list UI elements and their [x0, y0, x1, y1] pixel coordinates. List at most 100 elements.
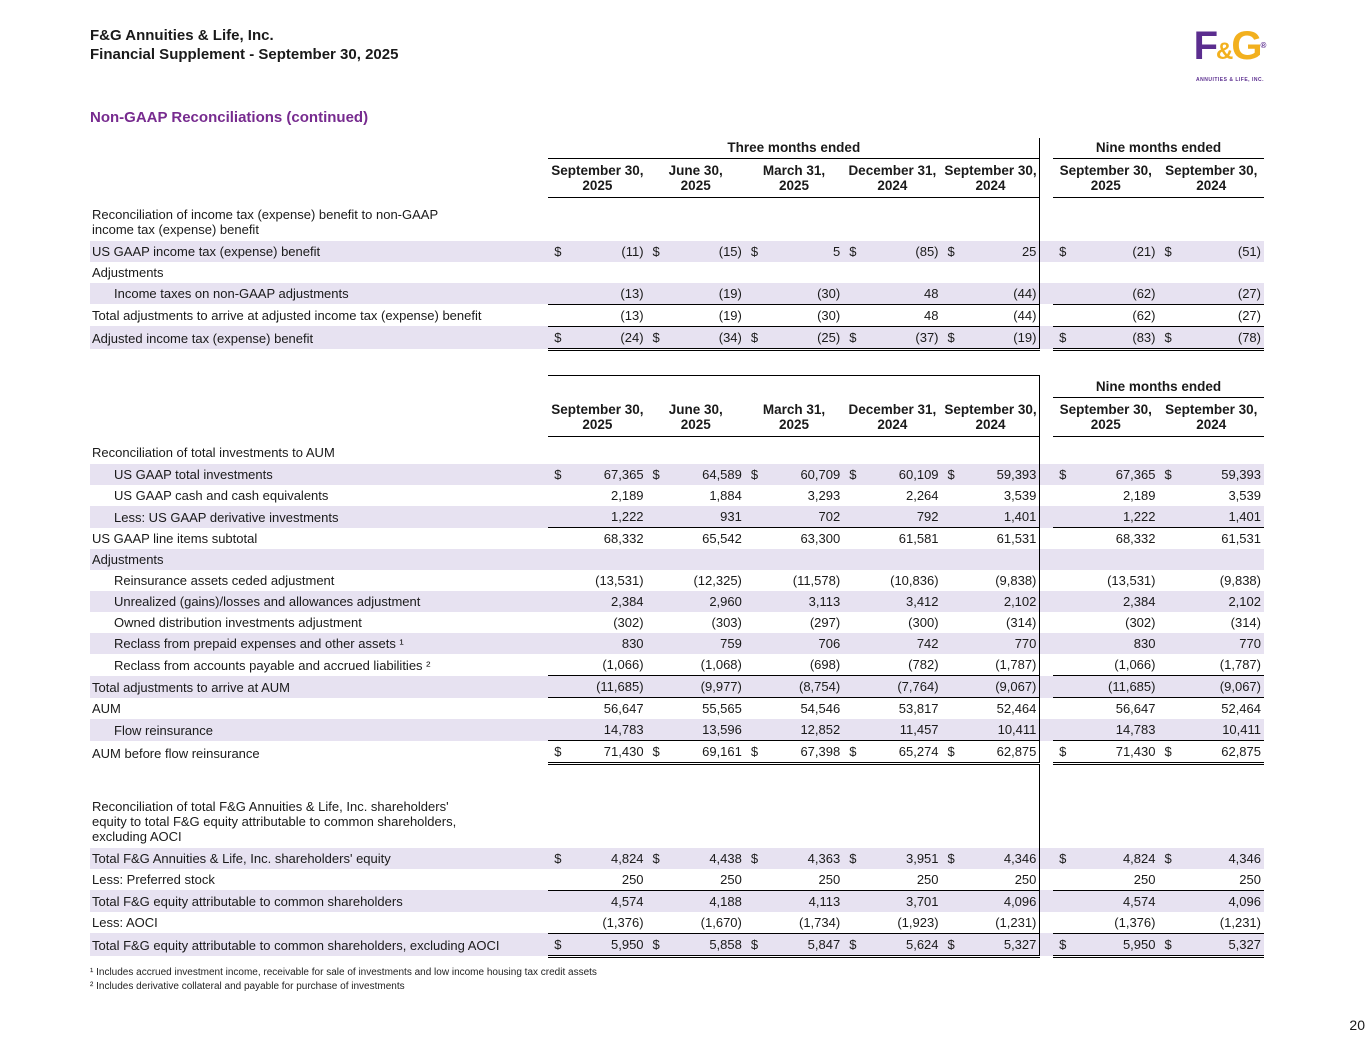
- value-cell: (19): [646, 304, 745, 327]
- value-cell: $ (25): [744, 326, 844, 351]
- value-cell: (1,068): [646, 654, 745, 676]
- value-cell: $5: [744, 240, 844, 262]
- cell-value: 1,884: [709, 488, 742, 503]
- currency-symbol: $: [554, 936, 562, 952]
- empty-cell: [745, 764, 843, 790]
- value-cell: 4,574: [548, 890, 647, 912]
- value-cell: 61,531: [942, 528, 1040, 550]
- date-line-2: 2025: [680, 178, 711, 193]
- cell-value: 5,327: [1228, 936, 1261, 952]
- cell-value: (51): [1237, 243, 1261, 259]
- row-label: Less: Preferred stock: [92, 872, 215, 887]
- value-cell: (1,734): [744, 911, 844, 934]
- value-cell: 1,884: [647, 485, 745, 506]
- value-cell: $59,393: [1158, 464, 1264, 485]
- cell-value: (19): [718, 285, 742, 301]
- empty-cell: [1158, 436, 1264, 464]
- value-cell: 250: [548, 868, 647, 891]
- value-cell: $71,430: [1053, 740, 1159, 765]
- table-row: AUM before flow reinsurance $71,430 $69,16…: [90, 740, 1264, 765]
- group-divider: [1039, 326, 1054, 349]
- value-cell: 792: [843, 506, 942, 528]
- value-cell: 10,411: [941, 719, 1040, 741]
- value-cell: 3,293: [745, 485, 843, 506]
- cell-value: (24): [620, 329, 644, 345]
- value-cell: $62,875: [941, 740, 1040, 765]
- empty-cell: [1053, 436, 1158, 464]
- date-line-2: 2025: [680, 416, 711, 432]
- cell-value: 2,264: [905, 488, 939, 503]
- group-divider: [1039, 633, 1054, 654]
- currency-symbol: $: [652, 850, 660, 866]
- cell-value: 2,189: [1122, 488, 1156, 503]
- cell-value: 54,546: [800, 701, 841, 716]
- currency-symbol: $: [554, 329, 562, 345]
- cell-value: (13,531): [595, 573, 644, 588]
- value-cell: $ (34): [646, 326, 745, 351]
- row-label: US GAAP income tax (expense) benefit: [90, 240, 549, 262]
- value-cell: (1,787): [1158, 654, 1264, 676]
- page-title: Non-GAAP Reconciliations (continued): [90, 109, 369, 126]
- value-cell: 48: [843, 304, 942, 327]
- report-heading: F&G Annuities & Life, Inc. Financial Sup…: [90, 26, 398, 64]
- section-header-row: Reconciliation of income tax (expense) b…: [90, 197, 1264, 241]
- cell-value: (302): [613, 615, 644, 630]
- cell-value: 702: [818, 509, 841, 524]
- value-cell: (782): [843, 654, 942, 676]
- date-line-2: 2025: [779, 416, 810, 432]
- cell-value: (302): [1125, 615, 1156, 630]
- value-cell: 2,102: [941, 591, 1040, 612]
- cell-value: (27): [1237, 307, 1261, 323]
- cell-value: 61,531: [1221, 531, 1261, 546]
- cell-value: 250: [1133, 871, 1156, 887]
- value-cell: 250: [843, 868, 942, 891]
- value-cell: $ (85): [843, 240, 942, 262]
- section-header-row: Reconciliation of total investments to A…: [90, 436, 1264, 464]
- cell-value: 62,875: [1221, 744, 1261, 759]
- cell-value: (11,578): [792, 573, 841, 588]
- value-cell: $ (51): [1158, 240, 1264, 262]
- value-cell: 759: [646, 633, 745, 654]
- page-header: F&G Annuities & Life, Inc. Financial Sup…: [90, 26, 1266, 83]
- cell-value: (34): [718, 329, 742, 345]
- value-cell: 61,581: [843, 528, 941, 550]
- currency-symbol: $: [652, 329, 660, 345]
- value-cell: (1,787): [941, 654, 1040, 676]
- value-cell: 63,300: [745, 528, 843, 550]
- value-cell: (303): [647, 612, 745, 633]
- value-cell: $4,346: [941, 847, 1040, 869]
- value-cell: $4,824: [548, 847, 647, 869]
- currency-symbol: $: [947, 329, 955, 345]
- value-cell: 250: [646, 868, 745, 891]
- date-line-1: September 30,: [551, 401, 644, 417]
- cell-value: 62,875: [996, 744, 1037, 759]
- cell-value: 71,430: [1115, 744, 1156, 759]
- row-label: Total adjustments to arrive at adjusted …: [92, 308, 482, 323]
- value-cell: 65,542: [647, 528, 745, 550]
- value-cell: 1,401: [1158, 506, 1264, 528]
- value-cell: 55,565: [647, 698, 745, 720]
- cell-value: (1,923): [897, 914, 939, 930]
- cell-value: 1,222: [611, 509, 644, 524]
- cell-value: 4,574: [611, 893, 644, 909]
- cell-value: (13): [620, 307, 644, 323]
- cell-value: 53,817: [898, 701, 939, 716]
- cell-value: 4,824: [1122, 850, 1156, 866]
- currency-symbol: $: [849, 936, 857, 952]
- row-label: Adjustments: [90, 549, 549, 570]
- group-header-row: Nine months ended: [90, 374, 1264, 398]
- value-cell: 3,412: [843, 591, 942, 612]
- date-line-1: September 30,: [1165, 163, 1258, 178]
- currency-symbol: $: [1164, 329, 1172, 345]
- cell-value: 770: [1239, 636, 1261, 651]
- table-row: US GAAP income tax (expense) benefit $ (11…: [90, 240, 1264, 262]
- value-cell: (1,066): [548, 654, 647, 676]
- cell-value: (62): [1132, 285, 1156, 301]
- empty-cell: [942, 198, 1040, 241]
- cell-value: 5: [832, 243, 841, 259]
- row-label: Reconciliation of income tax (expense) b…: [92, 206, 439, 237]
- currency-symbol: $: [1164, 936, 1172, 952]
- value-cell: $3,951: [843, 847, 942, 869]
- value-cell: $69,161: [646, 740, 745, 765]
- cell-value: (1,066): [602, 657, 644, 672]
